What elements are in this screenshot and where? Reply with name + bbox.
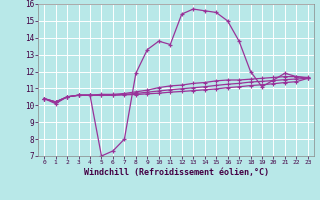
X-axis label: Windchill (Refroidissement éolien,°C): Windchill (Refroidissement éolien,°C) bbox=[84, 168, 268, 177]
